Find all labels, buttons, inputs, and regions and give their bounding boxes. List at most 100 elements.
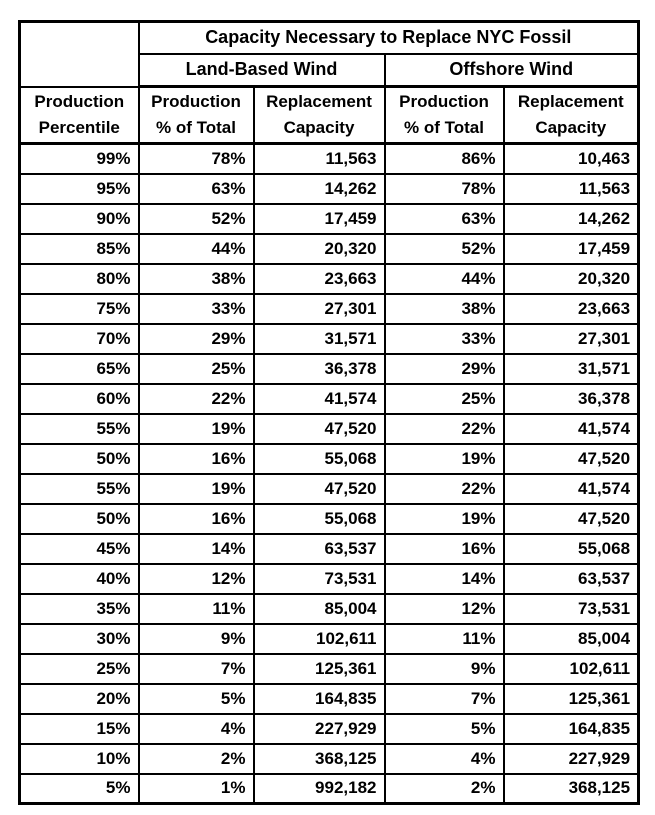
cell-land-production-pct: 22% — [137, 382, 255, 415]
col-header-line: Capacity — [535, 118, 607, 137]
cell-production-percentile: 45% — [18, 532, 140, 565]
table-row: 45% 14% 63,537 16% 55,068 — [18, 532, 640, 565]
col-header-land-production-pct: Production % of Total — [137, 85, 255, 145]
cell-land-replacement-capacity: 992,182 — [252, 772, 386, 805]
cell-land-production-pct: 14% — [137, 532, 255, 565]
cell-land-production-pct: 25% — [137, 352, 255, 385]
cell-land-production-pct: 7% — [137, 652, 255, 685]
cell-land-replacement-capacity: 14,262 — [252, 172, 386, 205]
cell-production-percentile: 30% — [18, 622, 140, 655]
cell-offshore-replacement-capacity: 36,378 — [502, 382, 640, 415]
table-row: 70% 29% 31,571 33% 27,301 — [18, 322, 640, 355]
cell-production-percentile: 15% — [18, 712, 140, 745]
table-row: 50% 16% 55,068 19% 47,520 — [18, 442, 640, 475]
cell-production-percentile: 35% — [18, 592, 140, 625]
cell-land-replacement-capacity: 102,611 — [252, 622, 386, 655]
table-row: 15% 4% 227,929 5% 164,835 — [18, 712, 640, 745]
cell-land-production-pct: 16% — [137, 442, 255, 475]
col-header-line: Production — [34, 91, 125, 111]
cell-offshore-replacement-capacity: 47,520 — [502, 442, 640, 475]
col-header-line: Replacement — [517, 92, 624, 111]
cell-offshore-production-pct: 38% — [383, 292, 505, 325]
table-row: 5% 1% 992,182 2% 368,125 — [18, 772, 640, 805]
cell-land-production-pct: 38% — [137, 262, 255, 295]
cell-land-replacement-capacity: 11,563 — [252, 142, 386, 175]
cell-offshore-production-pct: 29% — [383, 352, 505, 385]
cell-offshore-production-pct: 78% — [383, 172, 505, 205]
cell-offshore-replacement-capacity: 11,563 — [502, 172, 640, 205]
cell-offshore-production-pct: 22% — [383, 472, 505, 505]
cell-offshore-production-pct: 86% — [383, 142, 505, 175]
cell-offshore-production-pct: 19% — [383, 502, 505, 535]
cell-offshore-production-pct: 33% — [383, 322, 505, 355]
table-row: 80% 38% 23,663 44% 20,320 — [18, 262, 640, 295]
cell-offshore-production-pct: 44% — [383, 262, 505, 295]
cell-production-percentile: 90% — [18, 202, 140, 235]
cell-offshore-production-pct: 22% — [383, 412, 505, 445]
cell-land-replacement-capacity: 55,068 — [252, 442, 386, 475]
cell-production-percentile: 60% — [18, 382, 140, 415]
cell-land-replacement-capacity: 47,520 — [252, 472, 386, 505]
cell-offshore-replacement-capacity: 73,531 — [502, 592, 640, 625]
cell-land-production-pct: 29% — [137, 322, 255, 355]
table-row: 65% 25% 36,378 29% 31,571 — [18, 352, 640, 385]
column-header-row: Production Percentile Production % of To… — [18, 85, 640, 145]
col-header-line: Replacement — [266, 92, 372, 111]
cell-offshore-replacement-capacity: 10,463 — [502, 142, 640, 175]
cell-land-replacement-capacity: 73,531 — [252, 562, 386, 595]
cell-land-production-pct: 16% — [137, 502, 255, 535]
cell-land-production-pct: 78% — [137, 142, 255, 175]
cell-offshore-production-pct: 4% — [383, 742, 505, 775]
cell-offshore-replacement-capacity: 17,459 — [502, 232, 640, 265]
table-row: 40% 12% 73,531 14% 63,537 — [18, 562, 640, 595]
cell-land-replacement-capacity: 227,929 — [252, 712, 386, 745]
cell-production-percentile: 95% — [18, 172, 140, 205]
cell-land-replacement-capacity: 47,520 — [252, 412, 386, 445]
cell-land-replacement-capacity: 55,068 — [252, 502, 386, 535]
cell-offshore-replacement-capacity: 85,004 — [502, 622, 640, 655]
cell-offshore-replacement-capacity: 41,574 — [502, 412, 640, 445]
cell-offshore-production-pct: 63% — [383, 202, 505, 235]
capacity-table-container: Capacity Necessary to Replace NYC Fossil… — [18, 20, 641, 805]
cell-land-production-pct: 52% — [137, 202, 255, 235]
table-row: 90% 52% 17,459 63% 14,262 — [18, 202, 640, 235]
cell-land-replacement-capacity: 23,663 — [252, 262, 386, 295]
cell-land-production-pct: 11% — [137, 592, 255, 625]
cell-offshore-replacement-capacity: 102,611 — [502, 652, 640, 685]
cell-offshore-replacement-capacity: 125,361 — [502, 682, 640, 715]
table-row: 10% 2% 368,125 4% 227,929 — [18, 742, 640, 775]
table-row: 55% 19% 47,520 22% 41,574 — [18, 412, 640, 445]
col-header-line: Production — [151, 92, 241, 111]
cell-land-production-pct: 44% — [137, 232, 255, 265]
cell-land-production-pct: 9% — [137, 622, 255, 655]
table-row: 85% 44% 20,320 52% 17,459 — [18, 232, 640, 265]
cell-production-percentile: 10% — [18, 742, 140, 775]
table-row: 55% 19% 47,520 22% 41,574 — [18, 472, 640, 505]
table-row: 95% 63% 14,262 78% 11,563 — [18, 172, 640, 205]
cell-offshore-production-pct: 19% — [383, 442, 505, 475]
cell-production-percentile: 5% — [18, 772, 140, 805]
cell-offshore-production-pct: 14% — [383, 562, 505, 595]
cell-offshore-replacement-capacity: 63,537 — [502, 562, 640, 595]
cell-land-production-pct: 19% — [137, 412, 255, 445]
cell-land-replacement-capacity: 36,378 — [252, 352, 386, 385]
cell-land-production-pct: 33% — [137, 292, 255, 325]
table-body: Capacity Necessary to Replace NYC Fossil… — [18, 20, 640, 805]
cell-offshore-production-pct: 2% — [383, 772, 505, 805]
cell-land-production-pct: 12% — [137, 562, 255, 595]
corner-blank-cell — [18, 20, 140, 88]
cell-production-percentile: 70% — [18, 322, 140, 355]
cell-offshore-replacement-capacity: 55,068 — [502, 532, 640, 565]
cell-land-replacement-capacity: 368,125 — [252, 742, 386, 775]
cell-land-production-pct: 19% — [137, 472, 255, 505]
cell-production-percentile: 40% — [18, 562, 140, 595]
cell-offshore-production-pct: 7% — [383, 682, 505, 715]
col-header-land-replacement-capacity: Replacement Capacity — [252, 85, 386, 145]
col-header-line: Capacity — [283, 118, 355, 137]
cell-land-replacement-capacity: 31,571 — [252, 322, 386, 355]
col-header-offshore-production-pct: Production % of Total — [383, 85, 505, 145]
cell-production-percentile: 25% — [18, 652, 140, 685]
cell-land-replacement-capacity: 164,835 — [252, 682, 386, 715]
cell-land-replacement-capacity: 41,574 — [252, 382, 386, 415]
cell-land-replacement-capacity: 20,320 — [252, 232, 386, 265]
